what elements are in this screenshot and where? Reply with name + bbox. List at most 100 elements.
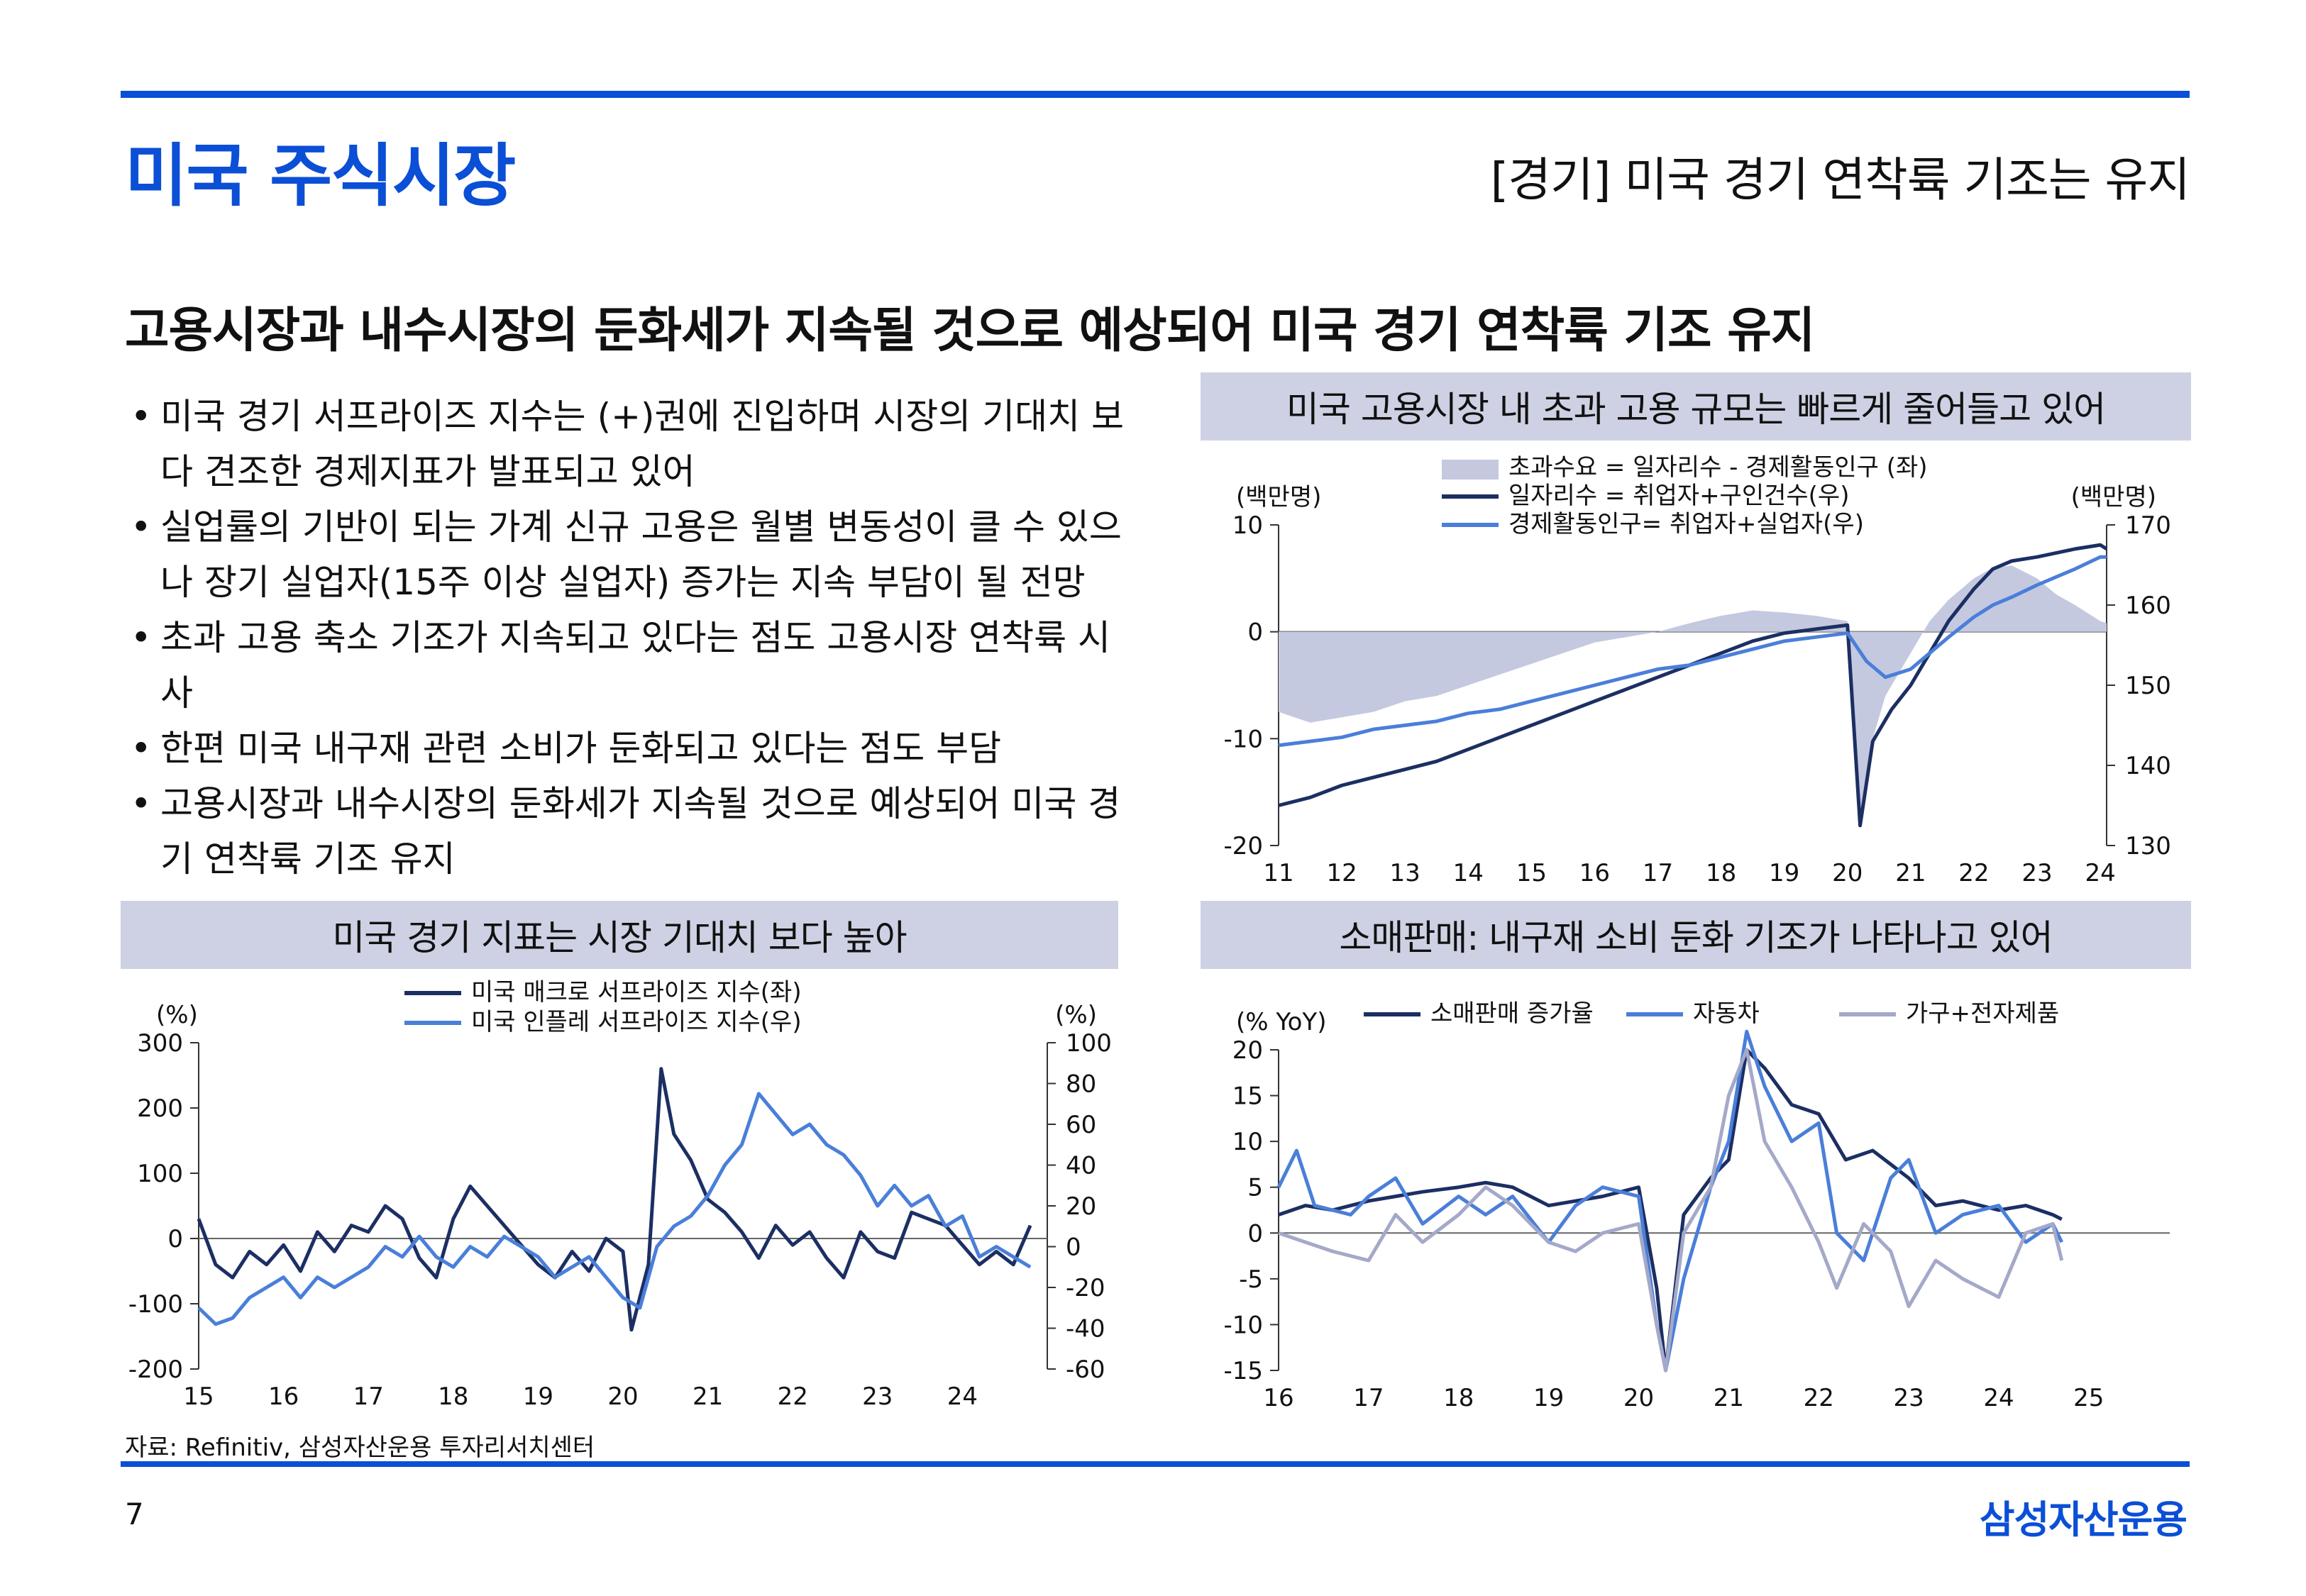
series-line bbox=[197, 1067, 1032, 1332]
legend-swatch bbox=[1442, 460, 1499, 480]
employment-chart-title: 미국 고용시장 내 초과 고용 규모는 빠르게 줄어들고 있어 bbox=[1201, 372, 2191, 440]
x-tick-label: 11 bbox=[1263, 859, 1293, 887]
right-tick-label: 20 bbox=[1066, 1192, 1096, 1221]
headline: 고용시장과 내수시장의 둔화세가 지속될 것으로 예상되어 미국 경기 연착륙 … bbox=[125, 303, 1815, 359]
right-tick-label: 100 bbox=[1066, 1029, 1112, 1058]
left-tick-label: 300 bbox=[137, 1029, 183, 1058]
x-tick-label: 24 bbox=[2085, 859, 2115, 887]
x-tick-label: 17 bbox=[1643, 859, 1673, 887]
x-tick-label: 14 bbox=[1453, 859, 1484, 887]
x-tick-label: 16 bbox=[268, 1382, 299, 1411]
left-tick-label: 200 bbox=[137, 1095, 183, 1123]
series-area-excess-demand bbox=[1279, 565, 2107, 814]
legend-label: 초과수요 = 일자리수 - 경제활동인구 (좌) bbox=[1508, 453, 1928, 482]
x-tick-label: 25 bbox=[2073, 1384, 2104, 1412]
bullet-item: 한편 미국 내구재 관련 소비가 둔화되고 있다는 점도 부담 bbox=[125, 721, 1132, 776]
left-unit-label: (% YoY) bbox=[1236, 1008, 1326, 1036]
x-tick-label: 19 bbox=[1533, 1384, 1564, 1412]
left-tick-label: -10 bbox=[1223, 1311, 1263, 1339]
left-unit-label: (%) bbox=[156, 1001, 198, 1029]
left-tick-label: 0 bbox=[1247, 619, 1263, 647]
right-tick-label: 140 bbox=[2125, 752, 2171, 780]
bullet-item: 실업률의 기반이 되는 가계 신규 고용은 월별 변동성이 클 수 있으나 장기… bbox=[125, 499, 1132, 610]
x-tick-label: 18 bbox=[438, 1382, 468, 1411]
right-tick-label: -40 bbox=[1066, 1315, 1105, 1343]
right-tick-label: 160 bbox=[2125, 592, 2171, 620]
right-unit-label: (%) bbox=[1055, 1001, 1097, 1029]
employment-chart: 10 0 -10 -20 170 160 150 140 130 11 12 13 14 15 16 17 18… bbox=[1223, 453, 2171, 887]
x-tick-label: 21 bbox=[693, 1382, 723, 1411]
source-note: 자료: Refinitiv, 삼성자산운용 투자리서치센터 bbox=[125, 1434, 595, 1462]
page-title: 미국 주식시장 bbox=[125, 136, 516, 216]
page-number: 7 bbox=[125, 1497, 144, 1531]
x-tick-label: 23 bbox=[862, 1382, 893, 1411]
left-tick-label: -15 bbox=[1223, 1357, 1263, 1385]
series-line bbox=[197, 1092, 1032, 1326]
x-tick-label: 12 bbox=[1326, 859, 1357, 887]
right-tick-label: 130 bbox=[2125, 832, 2171, 860]
x-tick-label: 21 bbox=[1895, 859, 1926, 887]
x-tick-label: 18 bbox=[1706, 859, 1736, 887]
right-tick-label: 170 bbox=[2125, 511, 2171, 540]
x-tick-label: 22 bbox=[1804, 1384, 1834, 1412]
x-tick-label: 24 bbox=[1983, 1384, 2014, 1412]
bottom-rule bbox=[121, 1461, 2190, 1467]
right-tick-label: 40 bbox=[1066, 1152, 1096, 1180]
right-unit-label: (백만명) bbox=[2071, 483, 2156, 511]
left-tick-label: 5 bbox=[1247, 1174, 1263, 1202]
series-line bbox=[1278, 1048, 2064, 1373]
legend-label: 자동차 bbox=[1693, 999, 1760, 1028]
surprise-chart: 3002001000-100-200100806040200-20-40-601… bbox=[128, 978, 1112, 1411]
bullet-list: 미국 경기 서프라이즈 지수는 (+)권에 진입하며 시장의 기대치 보다 견조… bbox=[125, 389, 1132, 887]
left-tick-label: -200 bbox=[128, 1356, 183, 1384]
series-line bbox=[1278, 1048, 2063, 1373]
x-tick-label: 17 bbox=[353, 1382, 384, 1411]
x-tick-label: 15 bbox=[1516, 859, 1547, 887]
left-tick-label: 15 bbox=[1232, 1082, 1263, 1111]
x-tick-label: 16 bbox=[1263, 1384, 1293, 1412]
left-tick-label: 10 bbox=[1232, 1128, 1263, 1156]
right-tick-label: 150 bbox=[2125, 672, 2171, 700]
x-tick-label: 23 bbox=[2021, 859, 2052, 887]
left-tick-label: 100 bbox=[137, 1160, 183, 1188]
x-tick-label: 20 bbox=[1623, 1384, 1654, 1412]
left-tick-label: -100 bbox=[128, 1290, 183, 1319]
surprise-chart-title: 미국 경기 지표는 시장 기대치 보다 높아 bbox=[121, 901, 1118, 969]
x-tick-label: 20 bbox=[1832, 859, 1863, 887]
series-line bbox=[1276, 1029, 2064, 1373]
series-line bbox=[1278, 543, 2108, 828]
x-tick-label: 19 bbox=[1769, 859, 1799, 887]
x-tick-label: 22 bbox=[778, 1382, 808, 1411]
legend-label: 소매판매 증가율 bbox=[1430, 999, 1594, 1028]
page-subtitle: [경기] 미국 경기 연착륙 기조는 유지 bbox=[1490, 153, 2190, 207]
legend-label: 가구+전자제품 bbox=[1906, 999, 2059, 1028]
left-tick-label: 20 bbox=[1232, 1036, 1263, 1065]
x-tick-label: 15 bbox=[183, 1382, 214, 1411]
top-rule bbox=[121, 91, 2190, 98]
x-tick-label: 21 bbox=[1714, 1384, 1744, 1412]
x-tick-label: 24 bbox=[947, 1382, 978, 1411]
x-tick-label: 18 bbox=[1443, 1384, 1474, 1412]
x-tick-label: 23 bbox=[1893, 1384, 1924, 1412]
legend-label: 미국 인플레 서프라이즈 지수(우) bbox=[471, 1008, 802, 1036]
x-tick-label: 22 bbox=[1958, 859, 1989, 887]
right-tick-label: 80 bbox=[1066, 1070, 1096, 1099]
bullet-item: 미국 경기 서프라이즈 지수는 (+)권에 진입하며 시장의 기대치 보다 견조… bbox=[125, 389, 1132, 499]
right-tick-label: 60 bbox=[1066, 1111, 1096, 1139]
x-tick-label: 13 bbox=[1390, 859, 1420, 887]
right-tick-label: -60 bbox=[1066, 1356, 1105, 1384]
legend-label: 경제활동인구= 취업자+실업자(우) bbox=[1508, 510, 1864, 538]
brand-logo: 삼성자산운용 bbox=[1979, 1497, 2188, 1542]
bullet-item: 고용시장과 내수시장의 둔화세가 지속될 것으로 예상되어 미국 경기 연착륙 … bbox=[125, 776, 1132, 887]
left-tick-label: -10 bbox=[1223, 725, 1263, 753]
left-tick-label: -5 bbox=[1239, 1265, 1263, 1294]
left-tick-label: 0 bbox=[1247, 1219, 1263, 1248]
left-tick-label: 0 bbox=[167, 1225, 183, 1253]
right-tick-label: 0 bbox=[1066, 1234, 1081, 1262]
x-tick-label: 20 bbox=[607, 1382, 638, 1411]
left-tick-label: 10 bbox=[1232, 511, 1263, 540]
x-tick-label: 17 bbox=[1353, 1384, 1384, 1412]
x-tick-label: 16 bbox=[1579, 859, 1610, 887]
bullet-item: 초과 고용 축소 기조가 지속되고 있다는 점도 고용시장 연착륙 시사 bbox=[125, 610, 1132, 721]
